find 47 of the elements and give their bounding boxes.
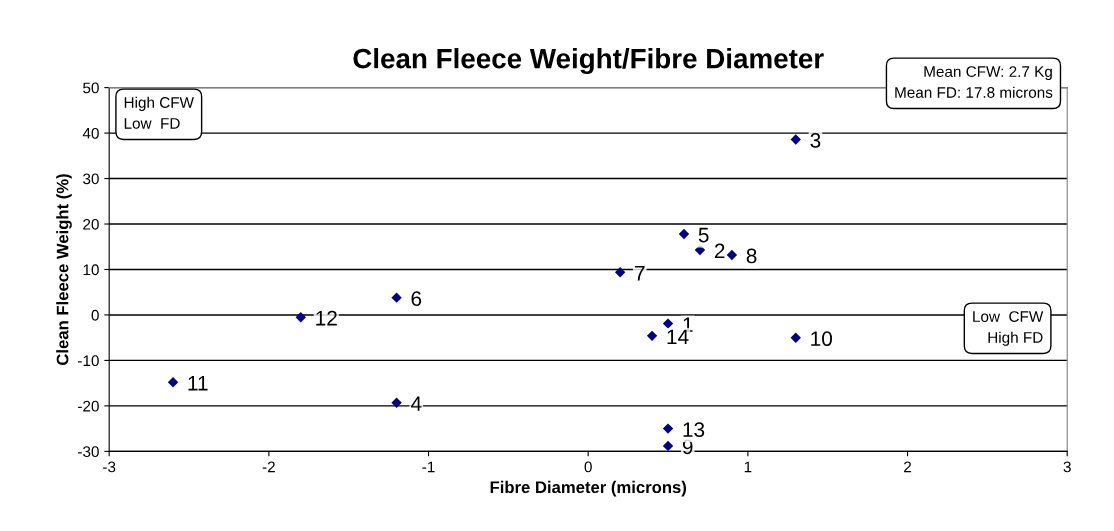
point [646,330,658,342]
point [678,228,690,240]
annotation: Low CFW High FD [973,311,1044,346]
annotation: 3 [810,133,821,148]
y-tick-label: 40 [82,127,99,139]
point [614,267,626,278]
point [662,423,674,434]
annotation: 11 [188,376,208,391]
chart-title: Clean Fleece Weight/Fibre Diameter [353,48,824,75]
point [662,440,674,452]
y-tick-label: -20 [78,400,99,412]
annotation: 9 [682,439,693,455]
y-tick-label: 0 [91,309,99,321]
annotation: 7 [635,266,645,281]
x-tick-label: -2 [262,461,275,473]
annotation: 4 [410,396,422,411]
annotation: Mean CFW: 2.7 Kg Mean FD: 17.8 microns [895,66,1053,98]
y-tick-label: 30 [83,173,99,185]
y-tick-label: -30 [78,446,99,458]
y-tick-label: -10 [78,355,99,367]
annotation: 8 [746,248,757,264]
annotation: High CFW Low FD [124,96,194,129]
x-tick-label: 0 [584,461,592,473]
point [790,134,801,145]
y-axis-title: Clean Fleece Weight (%) [56,174,72,365]
x-tick-label: 3 [1063,461,1071,473]
annotation: 13 [683,422,705,437]
point [790,332,801,343]
x-axis-title: Fibre Diameter (microns) [490,480,686,497]
x-tick-label: 1 [744,461,752,473]
annotation: 10 [811,331,833,347]
annotation: 5 [698,227,709,243]
point [726,249,738,261]
point [167,377,179,388]
x-tick-label: -3 [103,461,116,473]
x-tick-label: 2 [904,461,912,473]
y-tick-label: 10 [83,264,99,276]
point [391,292,402,303]
point [295,312,306,323]
x-tick-label: -1 [422,461,435,473]
point [391,397,402,408]
y-tick-label: 50 [83,82,99,94]
y-tick-label: 20 [83,218,99,230]
annotation: 12 [316,310,337,326]
point [662,318,674,329]
annotation: 6 [411,291,422,307]
annotation: 2 [714,243,725,259]
